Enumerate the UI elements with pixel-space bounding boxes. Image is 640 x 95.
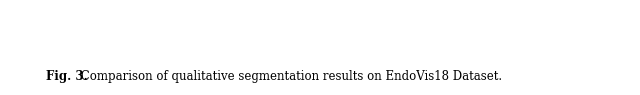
Text: Fig. 3.: Fig. 3. [46, 70, 88, 83]
Text: Comparison of qualitative segmentation results on EndoVis18 Dataset.: Comparison of qualitative segmentation r… [77, 70, 502, 83]
